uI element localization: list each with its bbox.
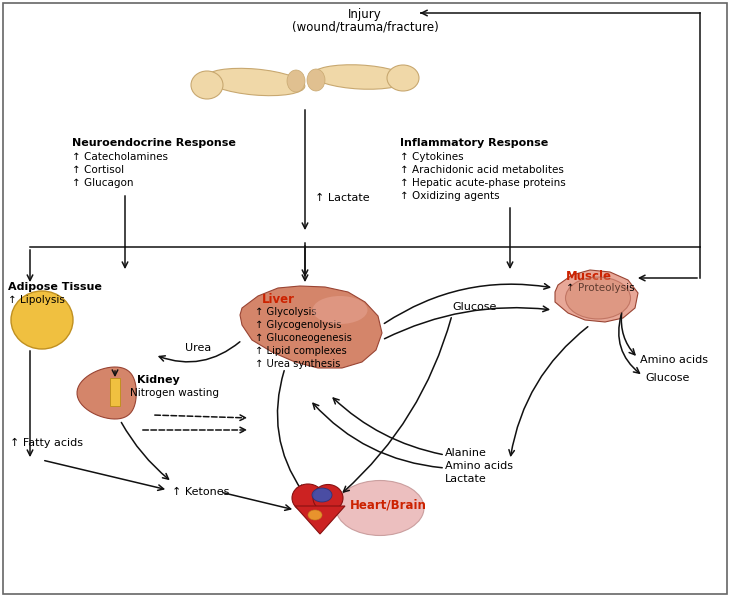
Text: Urea: Urea: [185, 343, 211, 353]
Polygon shape: [555, 270, 638, 322]
Text: ↑ Lipid complexes: ↑ Lipid complexes: [255, 346, 347, 356]
Text: Glucose: Glucose: [452, 302, 496, 312]
Ellipse shape: [387, 65, 419, 91]
Text: Heart/Brain: Heart/Brain: [350, 498, 427, 512]
Text: ↑ Arachidonic acid metabolites: ↑ Arachidonic acid metabolites: [400, 165, 564, 175]
Text: Muscle: Muscle: [566, 270, 612, 283]
Polygon shape: [77, 367, 137, 419]
Text: ↑ Proteolysis: ↑ Proteolysis: [566, 283, 634, 293]
Polygon shape: [110, 378, 120, 406]
Text: Inflammatory Response: Inflammatory Response: [400, 138, 548, 148]
Ellipse shape: [292, 484, 324, 512]
Polygon shape: [240, 286, 382, 368]
Text: Neuroendocrine Response: Neuroendocrine Response: [72, 138, 236, 148]
Ellipse shape: [287, 70, 305, 92]
Text: ↑ Lactate: ↑ Lactate: [315, 193, 369, 203]
Text: ↑ Gluconeogenesis: ↑ Gluconeogenesis: [255, 333, 352, 343]
Ellipse shape: [566, 277, 631, 319]
Text: ↑ Catecholamines: ↑ Catecholamines: [72, 152, 168, 162]
Ellipse shape: [313, 485, 343, 512]
Text: Amino acids: Amino acids: [640, 355, 708, 365]
Text: Injury: Injury: [348, 8, 382, 21]
Ellipse shape: [312, 488, 332, 502]
Text: Lactate: Lactate: [445, 474, 487, 484]
Text: Alanine: Alanine: [445, 448, 487, 458]
Text: ↑ Glycogenolysis: ↑ Glycogenolysis: [255, 320, 342, 330]
Text: ↑ Cortisol: ↑ Cortisol: [72, 165, 124, 175]
Text: ↑ Lipolysis: ↑ Lipolysis: [8, 295, 65, 305]
Text: ↑ Hepatic acute-phase proteins: ↑ Hepatic acute-phase proteins: [400, 178, 566, 188]
Text: ↑ Cytokines: ↑ Cytokines: [400, 152, 464, 162]
Ellipse shape: [336, 481, 424, 536]
Polygon shape: [295, 506, 345, 534]
Text: ↑ Ketones: ↑ Ketones: [172, 487, 229, 497]
Text: Glucose: Glucose: [645, 373, 689, 383]
Text: Adipose Tissue: Adipose Tissue: [8, 282, 102, 292]
Ellipse shape: [307, 69, 325, 91]
Text: ↑ Urea synthesis: ↑ Urea synthesis: [255, 359, 340, 369]
Text: Nitrogen wasting: Nitrogen wasting: [130, 388, 219, 398]
Ellipse shape: [205, 68, 305, 96]
Ellipse shape: [11, 291, 73, 349]
Text: ↑ Fatty acids: ↑ Fatty acids: [10, 438, 83, 448]
Ellipse shape: [308, 510, 322, 520]
Text: ↑ Oxidizing agents: ↑ Oxidizing agents: [400, 191, 499, 201]
Text: Liver: Liver: [262, 293, 295, 306]
Text: (wound/trauma/fracture): (wound/trauma/fracture): [291, 20, 439, 33]
Ellipse shape: [312, 296, 367, 324]
Ellipse shape: [191, 71, 223, 99]
Text: Amino acids: Amino acids: [445, 461, 513, 471]
Text: Kidney: Kidney: [137, 375, 180, 385]
Text: ↑ Glycolysis: ↑ Glycolysis: [255, 307, 317, 317]
Text: ↑ Glucagon: ↑ Glucagon: [72, 178, 134, 188]
Ellipse shape: [312, 64, 407, 89]
